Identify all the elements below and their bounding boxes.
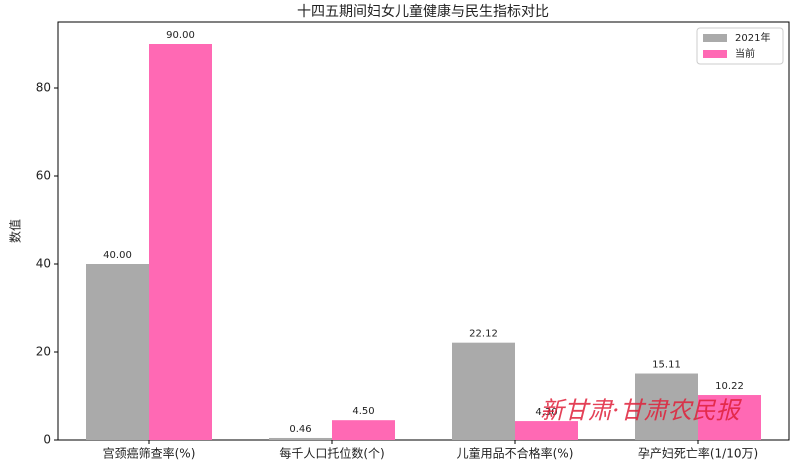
value-label: 15.11 xyxy=(652,360,681,371)
y-tick-label: 80 xyxy=(36,81,51,95)
value-label: 40.00 xyxy=(103,250,132,261)
y-tick-label: 20 xyxy=(36,345,51,359)
value-label: 4.30 xyxy=(535,407,557,418)
legend-swatch xyxy=(703,50,727,58)
legend-swatch xyxy=(703,34,727,42)
y-tick-label: 0 xyxy=(43,433,51,447)
value-label: 0.46 xyxy=(289,424,311,435)
bar xyxy=(635,373,698,440)
watermark: 新甘肃·甘肃农民报 xyxy=(540,397,743,425)
bar xyxy=(269,437,332,440)
bar xyxy=(452,342,515,440)
value-label: 90.00 xyxy=(166,30,195,41)
bar xyxy=(86,264,149,440)
y-axis-label: 数值 xyxy=(8,219,23,243)
x-tick-label: 孕产妇死亡率(1/10万) xyxy=(638,446,758,461)
legend-label: 当前 xyxy=(735,47,755,60)
value-label: 10.22 xyxy=(715,381,744,392)
bar xyxy=(332,420,395,440)
chart-title: 十四五期间妇女儿童健康与民生指标对比 xyxy=(297,3,549,20)
y-tick-label: 60 xyxy=(36,169,51,183)
y-tick-label: 40 xyxy=(36,257,51,271)
bar xyxy=(515,421,578,440)
legend-label: 2021年 xyxy=(735,31,770,44)
bar xyxy=(698,395,761,440)
plot-frame xyxy=(57,21,790,441)
x-tick-label: 儿童用品不合格率(%) xyxy=(457,446,574,461)
bar xyxy=(149,44,212,440)
value-label: 22.12 xyxy=(469,329,498,340)
x-tick-label: 每千人口托位数(个) xyxy=(279,446,384,461)
value-label: 4.50 xyxy=(352,406,374,417)
x-tick-label: 宫颈癌筛查率(%) xyxy=(103,446,196,461)
